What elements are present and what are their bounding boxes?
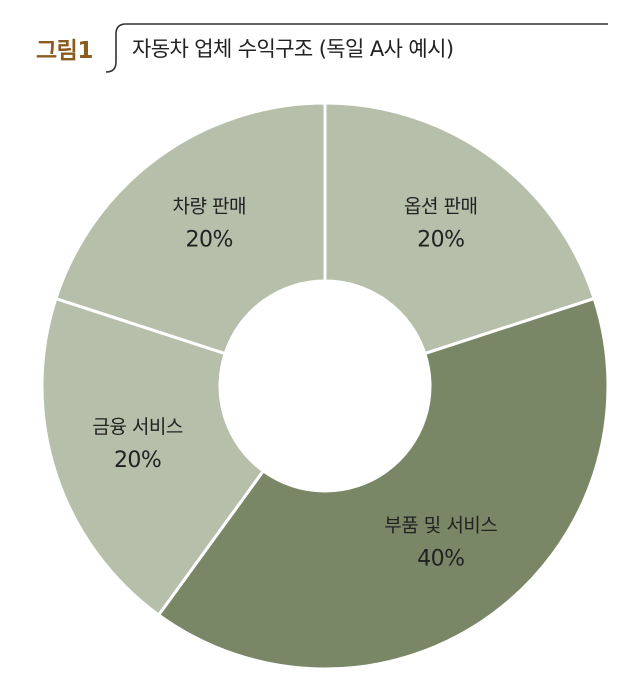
figure-header: 그림1 자동차 업체 수익구조 (독일 A사 예시) bbox=[0, 0, 640, 90]
slice-label-3: 차량 판매 bbox=[172, 196, 245, 218]
slice-0 bbox=[323, 101, 597, 356]
slice-label-1: 부품 및 서비스 bbox=[384, 514, 497, 536]
slice-value-0: 20% bbox=[417, 228, 464, 253]
slice-1 bbox=[156, 296, 610, 671]
title-bracket bbox=[105, 23, 608, 73]
slice-value-3: 20% bbox=[186, 228, 233, 253]
slice-3 bbox=[53, 101, 327, 356]
slice-2 bbox=[40, 296, 266, 618]
figure-label: 그림1 bbox=[36, 38, 93, 64]
slice-value-1: 40% bbox=[417, 546, 464, 571]
slice-value-2: 20% bbox=[114, 448, 161, 473]
figure-title: 자동차 업체 수익구조 (독일 A사 예시) bbox=[132, 37, 454, 61]
slice-label-2: 금융 서비스 bbox=[92, 416, 182, 438]
slice-label-0: 옵션 판매 bbox=[404, 196, 477, 218]
